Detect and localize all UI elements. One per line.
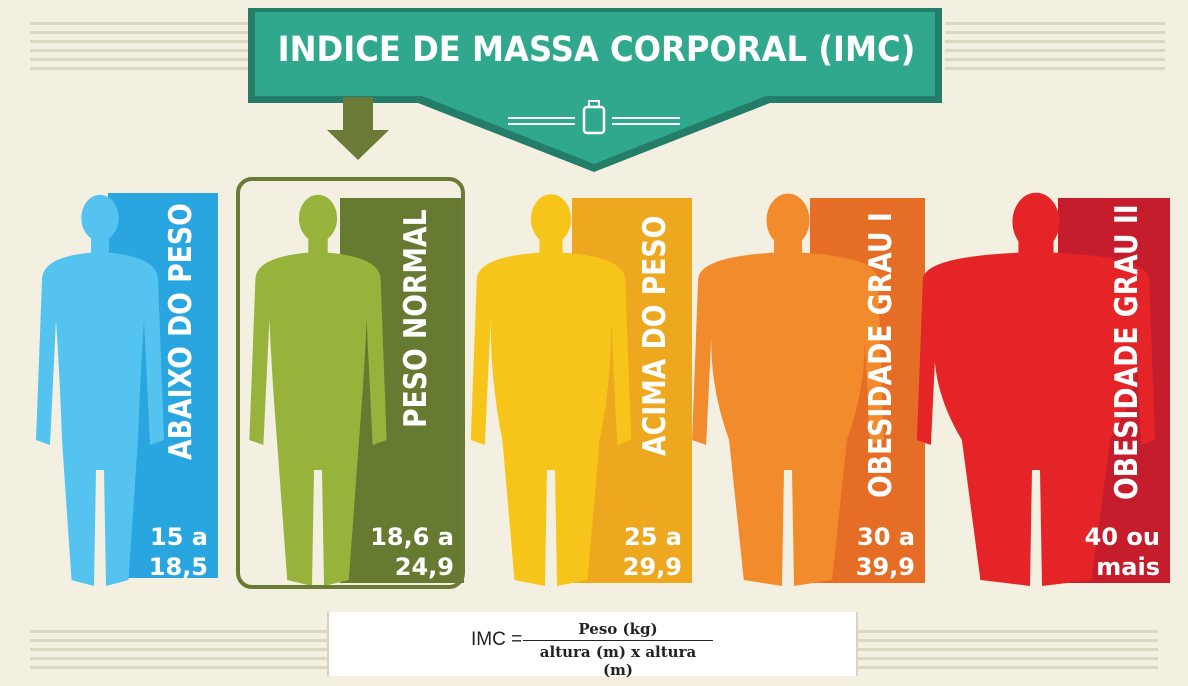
category-label: PESO NORMAL [398, 209, 434, 428]
formula-fraction: Peso (kg) altura (m) x altura (m) [523, 620, 713, 679]
person-icon [692, 193, 884, 586]
category-1-figure [36, 193, 218, 586]
category-label: OBESIDADE GRAU I [863, 212, 899, 499]
category-3-figure [470, 194, 692, 586]
category-4-figure [692, 193, 925, 586]
category-5-figure [916, 192, 1170, 586]
category-label: OBESIDADE GRAU II [1109, 204, 1145, 500]
person-icon [916, 192, 1156, 586]
decorative-stripes-bottom-right [858, 630, 1158, 686]
category-range: 18,6 a 24,9 [370, 523, 454, 581]
category-label: ACIMA DO PESO [637, 215, 673, 456]
page-title: INDICE DE MASSA CORPORAL (IMC) [277, 30, 916, 70]
formula-numerator: Peso (kg) [523, 620, 713, 641]
person-icon [249, 194, 387, 586]
category-range: 25 a 29,9 [622, 523, 682, 581]
down-arrow-icon [327, 97, 389, 160]
decorative-stripes-top-left [30, 22, 250, 78]
decorative-stripes-top-right [945, 22, 1165, 78]
title-banner [248, 8, 942, 172]
formula-denominator: altura (m) x altura (m) [539, 643, 697, 679]
weight-icon [508, 100, 680, 135]
bmi-formula: IMC = Peso (kg) altura (m) x altura (m) [327, 612, 858, 679]
person-icon [470, 194, 632, 586]
category-label: ABAIXO DO PESO [163, 203, 199, 460]
category-range: 40 ou mais [1084, 523, 1160, 581]
decorative-stripes-bottom-left [30, 630, 330, 686]
category-2-figure [249, 194, 464, 586]
formula-lhs: IMC = [471, 629, 523, 650]
selected-category-frame [236, 177, 465, 589]
person-icon [36, 194, 164, 586]
category-range: 30 a 39,9 [855, 523, 915, 581]
category-range: 15 a 18,5 [148, 523, 208, 581]
